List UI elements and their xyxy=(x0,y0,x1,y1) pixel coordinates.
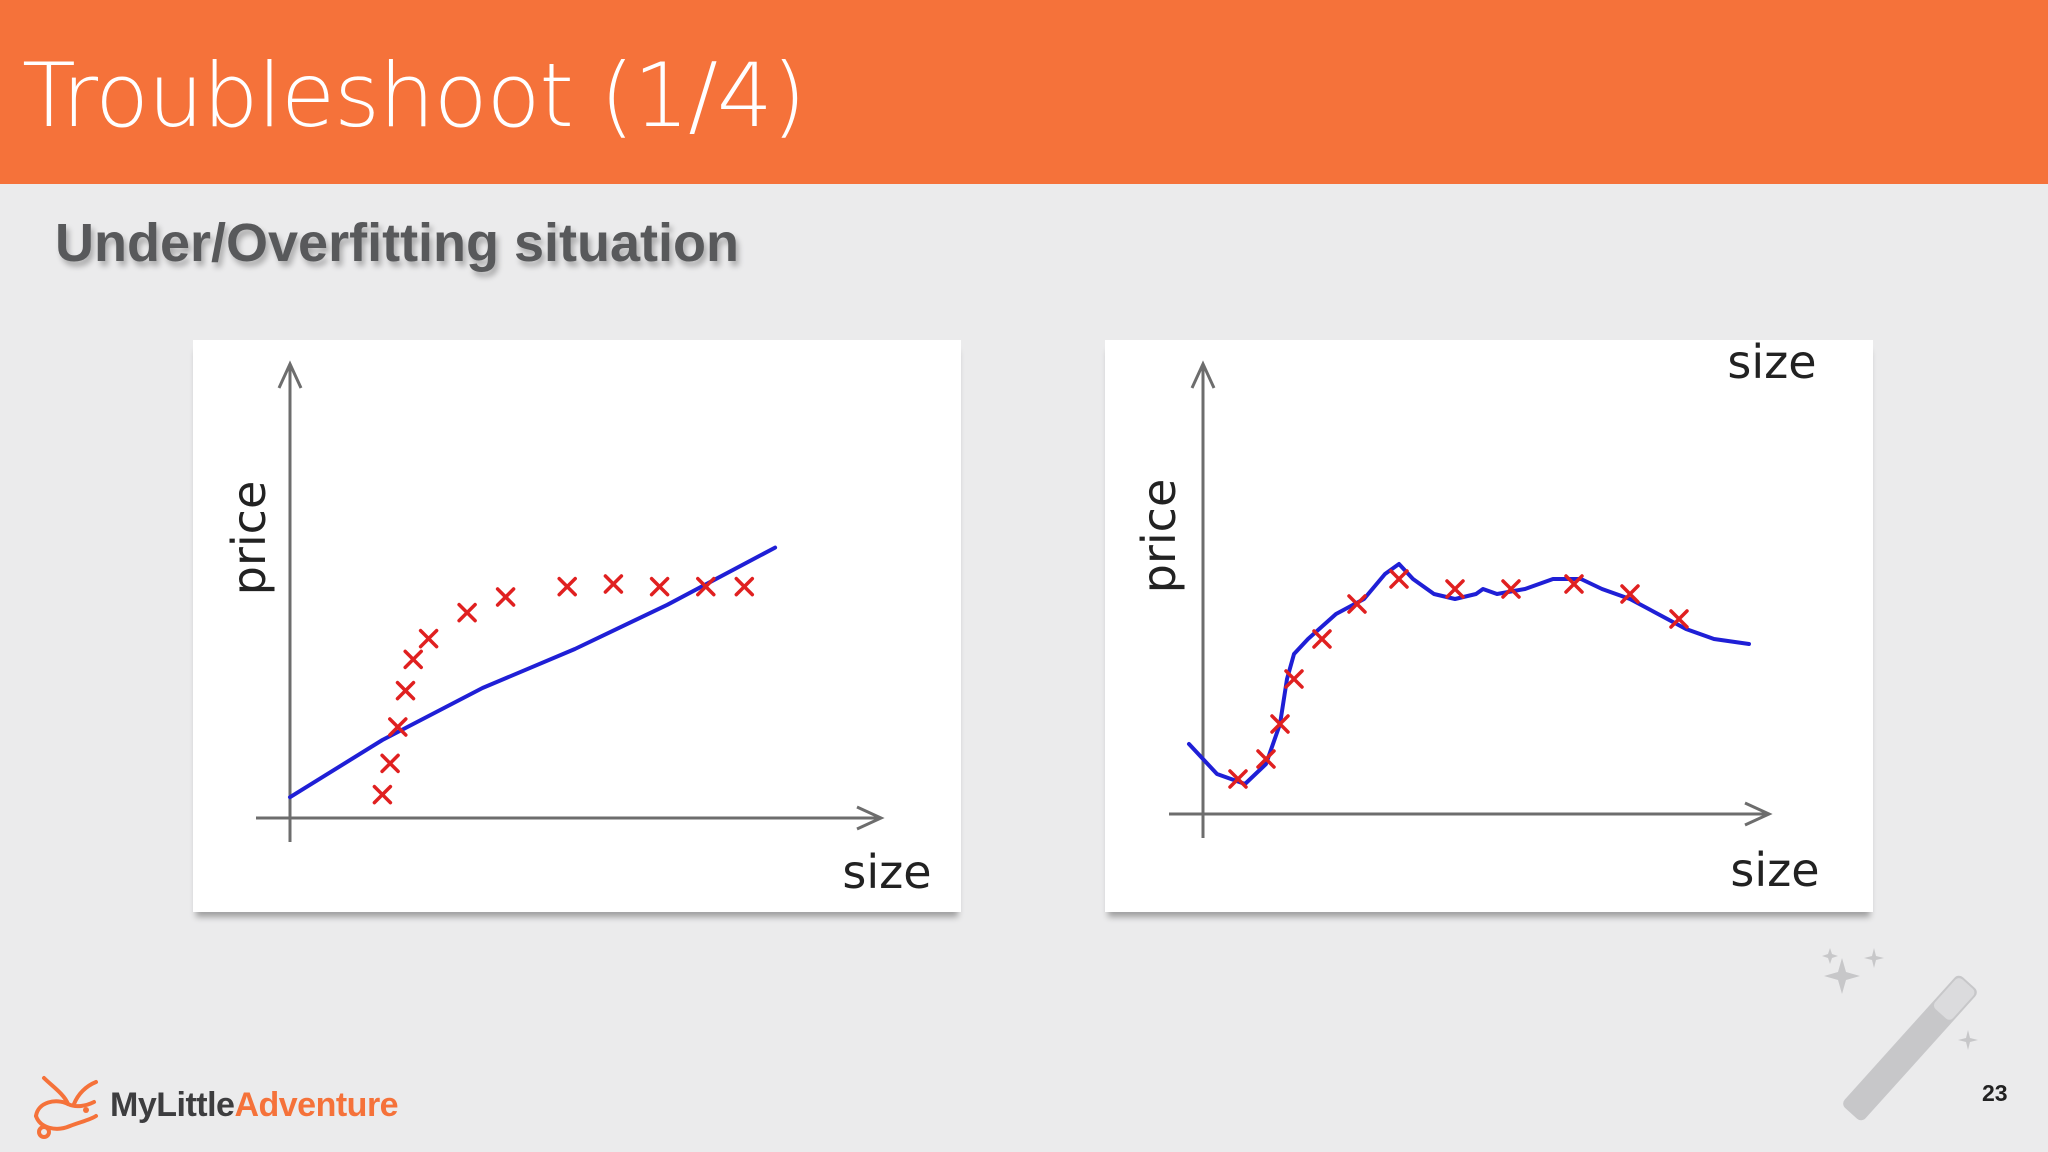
data-point-marker xyxy=(1256,749,1276,769)
data-point-marker xyxy=(403,649,423,670)
data-point-marker xyxy=(1620,584,1640,604)
logo-text-adventure: Adventure xyxy=(234,1086,399,1124)
magic-wand-icon xyxy=(1822,948,1978,1121)
data-point-marker xyxy=(418,628,439,649)
fit-line xyxy=(288,545,778,800)
y-axis-label: price xyxy=(1132,479,1186,593)
overfit-chart: price size size xyxy=(1132,340,1820,897)
data-point-marker xyxy=(1669,609,1689,629)
data-point-marker xyxy=(372,784,393,805)
data-point-marker xyxy=(1312,629,1332,649)
data-point-marker xyxy=(388,717,408,737)
data-point-marker xyxy=(1284,669,1304,689)
data-point-marker xyxy=(557,576,577,597)
x-axis-label: size xyxy=(1730,843,1819,897)
page-number: 23 xyxy=(1982,1080,2008,1106)
data-point-marker xyxy=(1564,574,1584,594)
x-axis-arrow xyxy=(1744,801,1773,827)
rabbit-logo-icon xyxy=(34,1076,98,1139)
x-axis-arrow xyxy=(856,805,885,831)
slide-title: Troubleshoot (1/4) xyxy=(22,44,806,147)
y-axis-label: price xyxy=(222,481,276,595)
data-point-marker xyxy=(457,602,477,623)
logo-text-mylittle: MyLittle xyxy=(110,1086,235,1124)
data-point-marker xyxy=(1270,714,1290,734)
top-size-label: size xyxy=(1727,340,1816,389)
underfit-chart: price size xyxy=(222,360,932,899)
x-axis-label: size xyxy=(842,845,931,899)
data-point-marker xyxy=(380,753,400,774)
data-point-marker xyxy=(696,576,716,597)
data-point-marker xyxy=(495,587,516,607)
data-point-marker xyxy=(603,574,624,594)
data-point-marker xyxy=(1228,769,1248,789)
data-point-marker xyxy=(734,576,755,597)
logo-text: MyLittleAdventure xyxy=(110,1086,399,1125)
overfit-chart-panel: price size size xyxy=(1105,340,1873,912)
data-point-marker xyxy=(1347,594,1367,614)
data-point-marker xyxy=(649,576,670,597)
fit-line xyxy=(1187,562,1751,786)
data-point-marker xyxy=(1445,579,1465,599)
y-axis-arrow xyxy=(1190,360,1216,389)
data-point-marker xyxy=(1389,569,1409,589)
y-axis-arrow xyxy=(277,360,303,389)
data-point-marker xyxy=(1501,579,1521,599)
slide-subtitle: Under/Overfitting situation xyxy=(55,213,740,273)
title-bar: Troubleshoot (1/4) xyxy=(0,0,2048,184)
data-point-marker xyxy=(395,680,416,701)
underfit-chart-panel: price size xyxy=(193,340,961,912)
company-logo: MyLittleAdventure xyxy=(30,1072,450,1142)
